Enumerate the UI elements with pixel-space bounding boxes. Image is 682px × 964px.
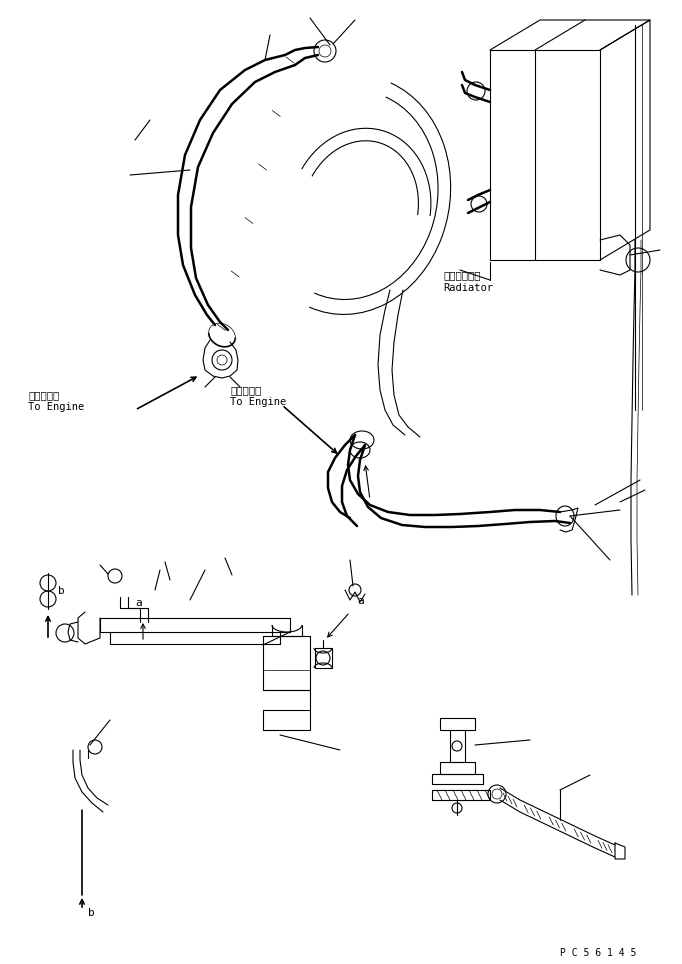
Text: P C 5 6 1 4 5: P C 5 6 1 4 5 xyxy=(560,948,636,958)
Text: b: b xyxy=(88,908,95,918)
Text: エンジンへ: エンジンへ xyxy=(230,385,261,395)
Text: To Engine: To Engine xyxy=(28,402,85,412)
Text: a: a xyxy=(357,596,364,606)
Text: To Engine: To Engine xyxy=(230,397,286,407)
Text: エンジンへ: エンジンへ xyxy=(28,390,59,400)
Text: Radiator: Radiator xyxy=(443,283,493,293)
Text: a: a xyxy=(135,598,142,608)
Text: ラジエーター: ラジエーター xyxy=(443,270,481,280)
Text: b: b xyxy=(58,586,65,596)
